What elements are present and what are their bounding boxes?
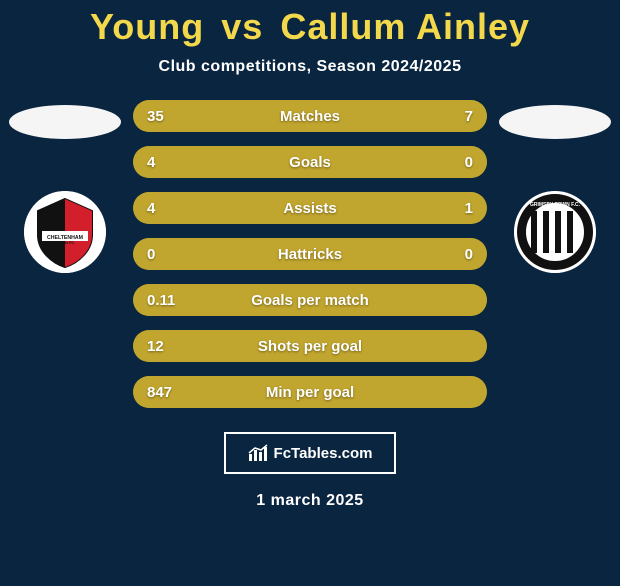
stat-bar: 847Min per goal (133, 376, 487, 408)
player-right-name: Callum Ainley (280, 6, 530, 47)
subtitle: Club competitions, Season 2024/2025 (0, 58, 620, 76)
brand-text: FcTables.com (274, 445, 373, 462)
stat-label: Hattricks (133, 238, 487, 270)
brand-chart-icon (248, 444, 270, 462)
brand-box: FcTables.com (224, 432, 396, 474)
svg-text:TOWN FC: TOWN FC (56, 240, 75, 245)
grimsby-badge-icon: GRIMSBY TOWN F.C. (514, 191, 596, 273)
left-side: CHELTENHAM TOWN FC (5, 100, 125, 273)
stat-bar: 357Matches (133, 100, 487, 132)
stat-label: Shots per goal (133, 330, 487, 362)
stat-label: Min per goal (133, 376, 487, 408)
stat-label: Goals per match (133, 284, 487, 316)
vs-text: vs (221, 6, 263, 47)
svg-text:GRIMSBY TOWN F.C.: GRIMSBY TOWN F.C. (530, 202, 581, 208)
stats-column: 357Matches 40Goals 41Assists 00Hattricks 0.1… (125, 100, 495, 408)
stat-bar: 12Shots per goal (133, 330, 487, 362)
stat-label: Matches (133, 100, 487, 132)
stat-bar: 0.11Goals per match (133, 284, 487, 316)
comparison-content: CHELTENHAM TOWN FC 357Matches 40Goals 41As… (0, 100, 620, 408)
left-nation-flag (9, 105, 121, 139)
stat-label: Assists (133, 192, 487, 224)
stat-label: Goals (133, 146, 487, 178)
right-club-badge: GRIMSBY TOWN F.C. (514, 191, 596, 273)
page-title: Young vs Callum Ainley (0, 6, 620, 48)
stat-bar: 00Hattricks (133, 238, 487, 270)
player-left-name: Young (90, 6, 204, 47)
left-club-badge: CHELTENHAM TOWN FC (24, 191, 106, 273)
right-side: GRIMSBY TOWN F.C. (495, 100, 615, 273)
stat-bar: 41Assists (133, 192, 487, 224)
stat-bar: 40Goals (133, 146, 487, 178)
cheltenham-badge-icon: CHELTENHAM TOWN FC (24, 191, 106, 273)
right-nation-flag (499, 105, 611, 139)
date-footer: 1 march 2025 (0, 492, 620, 510)
